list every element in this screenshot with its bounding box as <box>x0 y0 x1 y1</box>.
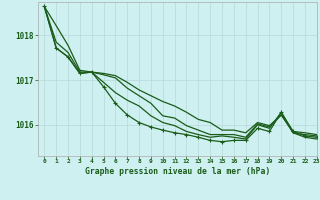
X-axis label: Graphe pression niveau de la mer (hPa): Graphe pression niveau de la mer (hPa) <box>85 167 270 176</box>
